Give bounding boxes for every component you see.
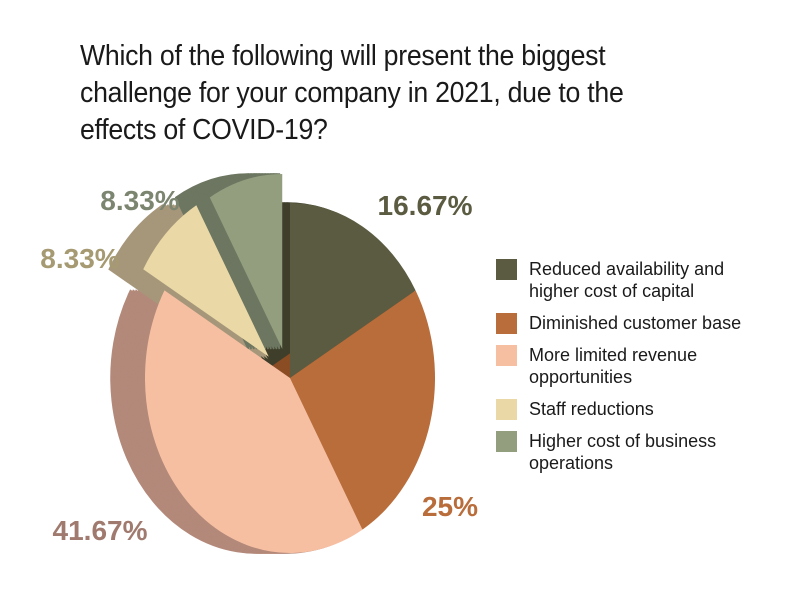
legend-item-diminished-customer-base: Diminished customer base [496, 312, 786, 334]
legend-item-higher-cost-of-business-operations: Higher cost of business operations [496, 430, 786, 474]
legend-item-more-limited-revenue-opportunities: More limited revenue opportunities [496, 344, 786, 388]
chart-title: Which of the following will present the … [80, 40, 624, 146]
slice-staff-reductions [143, 205, 269, 357]
pie-faces [143, 174, 435, 553]
slice-higher-cost-of-business-operations [209, 174, 283, 350]
legend-item-reduced-availability-and-higher-cost-of-capital: Reduced availability and higher cost of … [496, 258, 786, 302]
legend: Reduced availability and higher cost of … [496, 258, 786, 484]
value-label-staff-reductions: 8.33% [40, 243, 119, 274]
legend-label: Higher cost of business operations [529, 431, 717, 473]
value-label-diminished-customer-base: 25% [422, 491, 478, 522]
slice-diminished-customer-base [290, 290, 435, 530]
value-label-more-limited-revenue-opportunities: 41.67% [53, 515, 148, 546]
value-label-higher-cost-of-business-operations: 8.33% [100, 185, 179, 216]
legend-label: Staff reductions [529, 399, 654, 419]
legend-swatch [496, 431, 517, 452]
legend-swatch [496, 345, 517, 366]
legend-item-staff-reductions: Staff reductions [496, 398, 786, 420]
legend-label: Reduced availability and higher cost of … [529, 259, 725, 301]
legend-label: More limited revenue opportunities [529, 345, 698, 387]
legend-swatch [496, 399, 517, 420]
slice-more-limited-revenue-opportunities [145, 290, 363, 553]
slice-reduced-availability-and-higher-cost-of-capital [290, 203, 416, 378]
value-label-reduced-availability-and-higher-cost-of-capital: 16.67% [378, 190, 473, 221]
legend-swatch [496, 313, 517, 334]
legend-label: Diminished customer base [529, 313, 742, 333]
legend-swatch [496, 259, 517, 280]
